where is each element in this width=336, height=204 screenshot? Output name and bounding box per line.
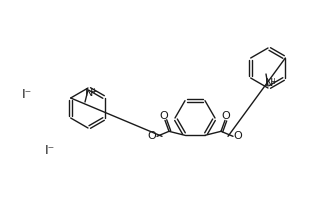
Text: N: N [265,78,273,88]
Text: O: O [222,111,230,121]
Text: I⁻: I⁻ [45,143,55,156]
Text: N: N [85,88,93,98]
Text: O: O [234,131,242,141]
Text: O: O [148,131,156,141]
Text: +: + [270,78,278,86]
Text: +: + [91,88,97,96]
Text: I⁻: I⁻ [22,89,32,102]
Text: O: O [160,111,168,121]
